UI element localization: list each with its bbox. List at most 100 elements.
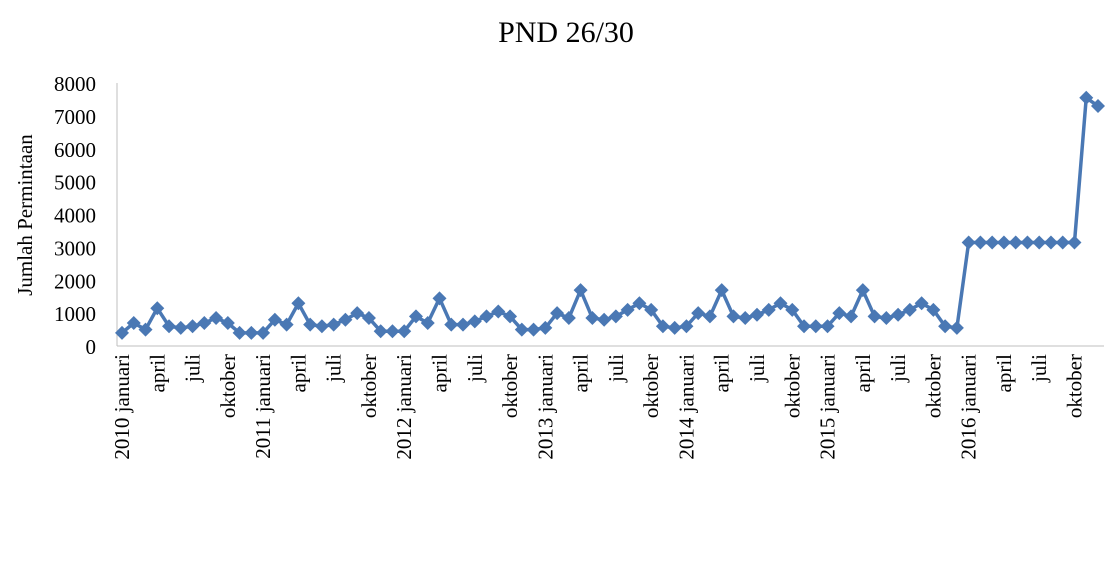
data-point — [891, 307, 906, 322]
data-point — [138, 322, 153, 337]
data-point — [209, 311, 224, 326]
y-tick-label: 5000 — [54, 171, 96, 195]
data-point — [1055, 235, 1070, 250]
data-point — [608, 309, 623, 324]
data-point — [538, 320, 553, 335]
data-point — [397, 324, 412, 339]
x-tick-label: 2010 januari — [110, 354, 134, 460]
y-tick-label: 0 — [86, 335, 97, 359]
data-point — [1043, 235, 1058, 250]
data-point — [902, 302, 917, 317]
y-tick-label: 1000 — [54, 302, 96, 326]
data-point — [350, 306, 365, 321]
data-point — [256, 325, 271, 340]
data-point — [832, 306, 847, 321]
data-point — [973, 235, 988, 250]
y-tick-label: 6000 — [54, 138, 96, 162]
x-tick-label: oktober — [1062, 354, 1086, 418]
x-tick-label: oktober — [357, 354, 381, 418]
data-point — [714, 283, 729, 298]
x-tick-label: oktober — [780, 354, 804, 418]
data-point — [702, 309, 717, 324]
data-point — [408, 309, 423, 324]
data-point — [961, 235, 976, 250]
data-point — [326, 317, 341, 332]
x-tick-label: april — [427, 354, 451, 393]
x-tick-label: oktober — [498, 354, 522, 418]
y-axis-label: Jumlah Permintaan — [13, 134, 37, 296]
data-point — [291, 296, 306, 311]
data-point — [585, 311, 600, 326]
data-point — [938, 319, 953, 334]
x-tick-label: juli — [604, 354, 628, 383]
x-tick-label: 2011 januari — [251, 354, 275, 459]
data-point — [561, 311, 576, 326]
data-point — [785, 302, 800, 317]
x-tick-label: april — [851, 354, 875, 393]
data-point — [185, 319, 200, 334]
data-line — [120, 94, 1100, 335]
x-tick-label: juli — [181, 354, 205, 383]
y-tick-label: 8000 — [54, 72, 96, 96]
data-point — [232, 325, 247, 340]
x-tick-label: oktober — [216, 354, 240, 418]
y-tick-label: 2000 — [54, 269, 96, 293]
data-point — [1008, 235, 1023, 250]
data-point — [303, 317, 318, 332]
data-point — [632, 296, 647, 311]
data-point — [949, 320, 964, 335]
data-point — [550, 306, 565, 321]
data-point — [162, 319, 177, 334]
data-point — [655, 319, 670, 334]
data-point — [597, 312, 612, 327]
x-tick-label: 2012 januari — [392, 354, 416, 460]
data-point — [1067, 235, 1082, 250]
data-point — [996, 235, 1011, 250]
y-tick-label: 3000 — [54, 236, 96, 260]
data-point — [761, 302, 776, 317]
data-point — [467, 314, 482, 329]
data-point — [1020, 235, 1035, 250]
x-tick-label: juli — [322, 354, 346, 383]
data-point — [773, 296, 788, 311]
data-point — [820, 319, 835, 334]
data-point — [385, 324, 400, 339]
data-point — [855, 283, 870, 298]
data-point — [738, 311, 753, 326]
data-point — [338, 312, 353, 327]
x-tick-label: juli — [745, 354, 769, 383]
data-point — [514, 322, 529, 337]
x-tick-label: juli — [886, 354, 910, 383]
data-point — [1032, 235, 1047, 250]
y-tick-label: 4000 — [54, 204, 96, 228]
data-point — [503, 309, 518, 324]
x-tick-label: juli — [463, 354, 487, 383]
data-point — [432, 291, 447, 306]
x-tick-label: 2014 januari — [674, 354, 698, 460]
x-tick-label: juli — [1027, 354, 1051, 383]
x-tick-label: oktober — [639, 354, 663, 418]
data-point — [879, 311, 894, 326]
data-point — [373, 324, 388, 339]
data-point — [797, 319, 812, 334]
x-tick-label: april — [569, 354, 593, 393]
x-tick-label: april — [992, 354, 1016, 393]
x-tick-label: oktober — [921, 354, 945, 418]
data-point — [479, 309, 494, 324]
data-point — [267, 312, 282, 327]
x-tick-label: 2015 januari — [816, 354, 840, 460]
data-point — [679, 319, 694, 334]
data-point — [444, 317, 459, 332]
data-point — [644, 302, 659, 317]
data-point — [573, 283, 588, 298]
x-tick-label: april — [710, 354, 734, 393]
data-point — [420, 315, 435, 330]
data-point — [173, 320, 188, 335]
data-point — [667, 320, 682, 335]
data-point — [150, 301, 165, 316]
data-point — [691, 306, 706, 321]
data-point — [985, 235, 1000, 250]
chart-title: PND 26/30 — [498, 16, 634, 49]
x-tick-label: april — [145, 354, 169, 393]
